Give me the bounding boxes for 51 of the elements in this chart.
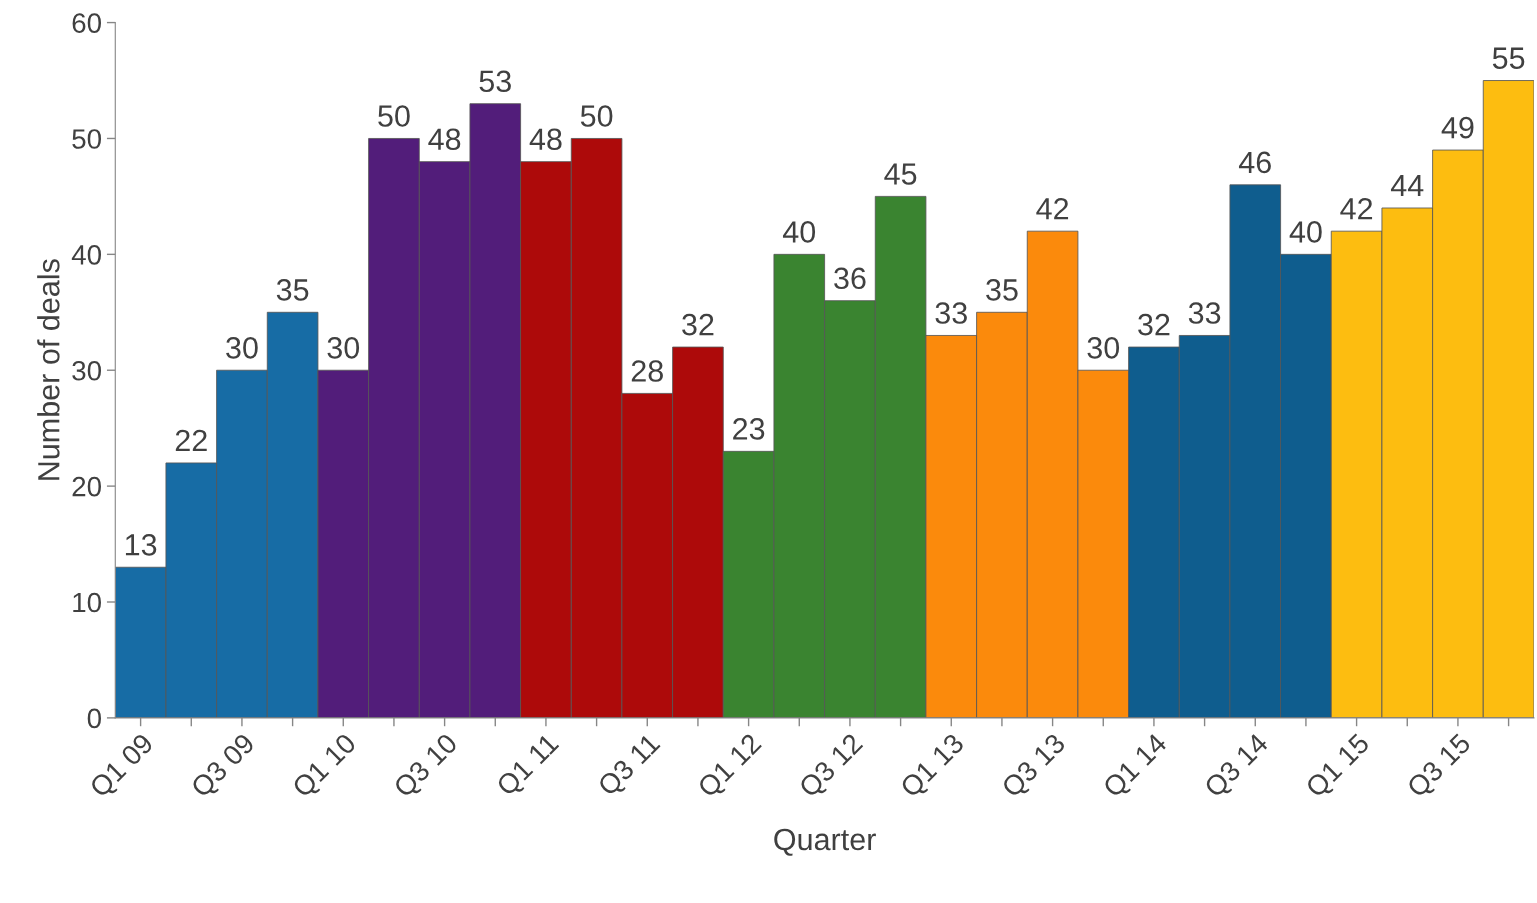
y-tick-label: 30 — [72, 360, 101, 381]
data-label: 28 — [631, 360, 663, 382]
data-label: 44 — [1390, 175, 1424, 197]
data-label: 36 — [834, 267, 866, 290]
data-label: 40 — [1289, 221, 1322, 243]
x-tick-label: Q3 09 — [189, 732, 259, 802]
data-label: 48 — [428, 128, 461, 151]
x-tick-label: Q1 12 — [696, 732, 766, 802]
data-label: 50 — [378, 105, 410, 127]
data-label: 55 — [1492, 47, 1525, 69]
data-label: 48 — [529, 128, 562, 151]
x-tick-label: Q3 13 — [1000, 732, 1070, 802]
x-tick-label: Q1 09 — [88, 732, 158, 802]
x-tick-label: Q3 10 — [392, 732, 462, 802]
data-label: 32 — [682, 313, 714, 336]
y-axis-title: Number of deals — [37, 259, 60, 480]
x-axis-title: Quarter — [774, 828, 876, 856]
data-label: 23 — [733, 418, 765, 440]
data-label: 33 — [1188, 302, 1221, 324]
data-label: 42 — [1036, 197, 1069, 220]
data-label: 33 — [935, 302, 967, 324]
y-tick-label: 20 — [72, 476, 101, 497]
y-tick-label: 10 — [73, 592, 101, 613]
x-tick-label: Q1 10 — [291, 732, 361, 802]
data-label: 46 — [1238, 151, 1271, 174]
x-tick-label: Q1 15 — [1304, 732, 1374, 802]
data-label: 45 — [884, 163, 917, 185]
y-tick-label: 50 — [72, 129, 101, 149]
x-tick-label: Q1 11 — [495, 732, 563, 801]
data-label: 30 — [226, 337, 258, 359]
data-label: 22 — [175, 429, 207, 452]
data-label: 30 — [327, 337, 360, 359]
data-label: 40 — [782, 221, 816, 243]
x-tick-label: Q3 14 — [1203, 732, 1273, 802]
data-label: 35 — [276, 279, 309, 301]
data-label: 30 — [1087, 337, 1120, 359]
data-label: 13 — [125, 534, 157, 556]
x-tick-label: Q3 11 — [596, 732, 665, 801]
data-label: 49 — [1441, 116, 1474, 139]
x-tick-label: Q3 12 — [797, 732, 867, 802]
y-tick-label: 0 — [87, 708, 101, 729]
data-label: 32 — [1138, 313, 1170, 336]
x-tick-label: Q3 15 — [1405, 732, 1476, 802]
y-tick-label: 60 — [72, 13, 101, 33]
x-tick-label: Q1 14 — [1101, 732, 1172, 802]
data-label: 35 — [986, 279, 1018, 301]
data-label: 53 — [479, 70, 511, 93]
y-tick-label: 40 — [71, 245, 101, 265]
data-label: 42 — [1340, 197, 1373, 220]
x-tick-label: Q1 13 — [899, 732, 969, 802]
data-label: 50 — [580, 105, 613, 127]
